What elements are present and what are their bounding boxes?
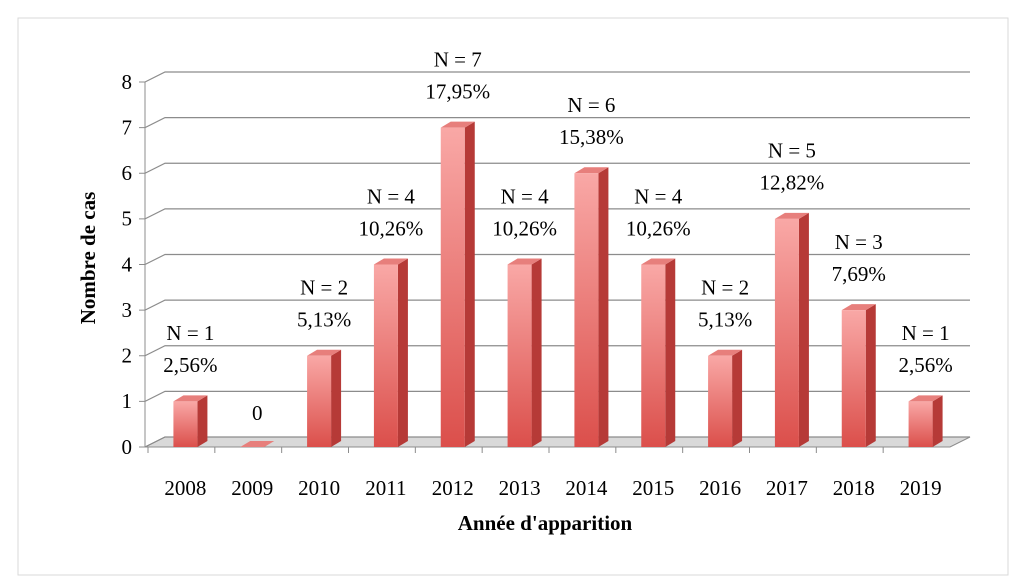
percentage-label: 15,38% [559, 125, 624, 149]
bar [173, 401, 198, 447]
bar-side [665, 258, 676, 447]
grid-line [144, 345, 970, 357]
grid-line [144, 208, 970, 220]
bar-top [841, 304, 876, 311]
x-tick-label: 2014 [565, 476, 608, 500]
bar-top [440, 121, 475, 128]
bar-top [908, 395, 943, 402]
grid-line [144, 162, 970, 174]
x-tick-label: 2015 [632, 476, 674, 500]
percentage-label: 7,69% [832, 262, 886, 286]
data-label: N = 2 [701, 276, 749, 300]
data-label: N = 4 [367, 184, 416, 208]
bar [908, 401, 933, 447]
grid-line [144, 390, 970, 402]
bar-side [932, 395, 943, 447]
data-label: 0 [252, 401, 263, 425]
grid-line [144, 117, 970, 129]
grid-line [144, 436, 970, 448]
y-tick-label: 7 [122, 115, 133, 139]
percentage-label: 10,26% [359, 216, 424, 240]
data-label: N = 4 [501, 184, 550, 208]
bar [574, 173, 599, 447]
bar-top [173, 395, 208, 402]
y-tick-label: 8 [122, 70, 133, 94]
bar [307, 355, 332, 447]
percentage-label: 10,26% [626, 216, 691, 240]
y-axis-title: Nombre de cas [76, 192, 100, 325]
bar-top [307, 349, 342, 356]
grid-line [144, 71, 970, 83]
bar-top [574, 167, 609, 174]
x-tick-label: 2010 [298, 476, 340, 500]
percentage-label: 12,82% [760, 171, 825, 195]
bar-side [598, 167, 609, 447]
bar-side [865, 304, 876, 447]
y-tick-label: 3 [122, 298, 133, 322]
data-label: N = 3 [835, 230, 883, 254]
x-tick-label: 2009 [231, 476, 273, 500]
percentage-label: 10,26% [492, 216, 557, 240]
percentage-label: 2,56% [898, 353, 952, 377]
percentage-label: 17,95% [425, 79, 490, 103]
bar [507, 264, 532, 447]
y-tick-label: 2 [122, 344, 133, 368]
x-tick-label: 2011 [365, 476, 406, 500]
bar-top [507, 258, 542, 265]
x-tick-label: 2017 [766, 476, 808, 500]
bar [708, 355, 733, 447]
data-label: N = 7 [434, 47, 482, 71]
bar-side [397, 258, 408, 447]
x-tick-label: 2019 [900, 476, 942, 500]
percentage-label: 5,13% [698, 308, 752, 332]
grid-line [144, 299, 970, 311]
bar-top [708, 349, 743, 356]
bar-top [774, 212, 809, 219]
y-tick-label: 6 [122, 161, 133, 185]
x-tick-label: 2012 [432, 476, 474, 500]
bar [641, 264, 666, 447]
x-tick-label: 2013 [499, 476, 541, 500]
bar [841, 310, 866, 447]
data-label: N = 6 [567, 93, 615, 117]
y-tick-label: 5 [122, 207, 133, 231]
bar-top [641, 258, 676, 265]
bar [373, 264, 398, 447]
y-tick-label: 0 [122, 435, 133, 459]
data-label: N = 4 [634, 184, 683, 208]
bar-side [732, 349, 743, 447]
data-label: N = 1 [902, 321, 950, 345]
bar-top [373, 258, 408, 265]
bar [440, 127, 465, 447]
bar-side [798, 212, 809, 447]
y-tick-label: 4 [122, 252, 133, 276]
x-tick-label: 2008 [164, 476, 206, 500]
x-axis-title: Année d'apparition [458, 511, 633, 535]
bar-top [240, 441, 275, 447]
percentage-label: 2,56% [163, 353, 217, 377]
y-tick-label: 1 [122, 389, 133, 413]
bar-side [531, 258, 542, 447]
bar-side [197, 395, 208, 447]
percentage-label: 5,13% [297, 308, 351, 332]
bar-side [464, 121, 475, 447]
data-label: N = 1 [166, 321, 214, 345]
data-label: N = 5 [768, 139, 816, 163]
bar-side [331, 349, 342, 447]
x-tick-label: 2018 [833, 476, 875, 500]
grid-line [144, 253, 970, 266]
data-label: N = 2 [300, 276, 348, 300]
bar [774, 218, 799, 447]
x-tick-label: 2016 [699, 476, 741, 500]
